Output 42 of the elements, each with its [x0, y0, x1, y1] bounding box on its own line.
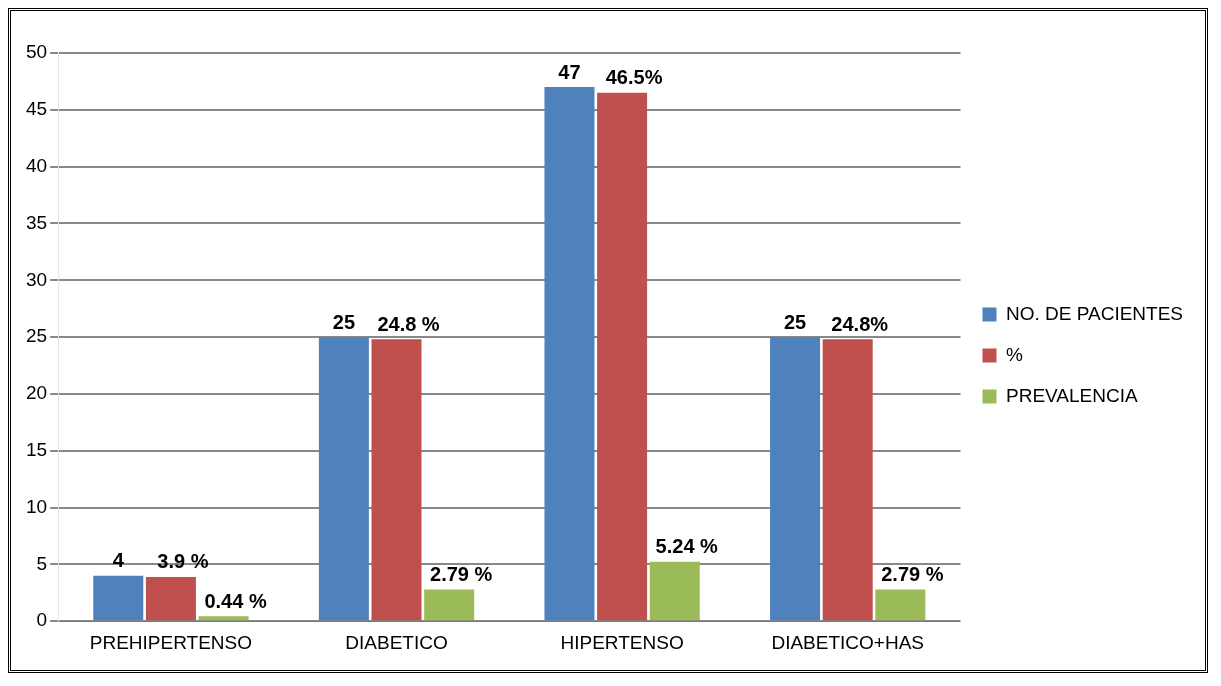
y-tick-label: 10	[25, 495, 48, 517]
bar	[875, 589, 926, 621]
y-tick-label: 25	[25, 325, 48, 347]
legend-label: %	[1005, 343, 1023, 365]
data-label: 4	[112, 549, 125, 572]
data-label: 46.5%	[605, 66, 663, 89]
legend-label: PREVALENCIA	[1005, 384, 1138, 406]
y-tick-label: 50	[25, 41, 48, 63]
y-tick-label: 40	[25, 154, 48, 176]
x-tick-label: PREHIPERTENSO	[89, 631, 253, 653]
x-tick-label: DIABETICO	[345, 631, 448, 653]
y-tick-label: 15	[25, 438, 48, 460]
legend-label: NO. DE PACIENTES	[1005, 302, 1183, 324]
data-label: 24.8%	[831, 312, 889, 335]
data-label: 25	[783, 310, 807, 333]
x-tick-label: HIPERTENSO	[560, 631, 684, 653]
bar	[822, 339, 873, 621]
y-tick-label: 30	[25, 268, 48, 290]
data-label: 47	[558, 60, 581, 83]
bar	[198, 616, 249, 621]
y-tick-label: 0	[36, 609, 48, 631]
bar	[93, 575, 144, 621]
bar	[371, 339, 422, 621]
bar	[318, 337, 369, 621]
y-tick-label: 20	[25, 382, 48, 404]
bar	[424, 589, 475, 621]
bar	[649, 561, 700, 621]
bar	[597, 92, 648, 621]
data-label: 5.24 %	[655, 535, 719, 558]
data-label: 2.79 %	[430, 563, 493, 586]
bar	[544, 87, 595, 621]
y-tick-label: 5	[36, 552, 48, 574]
data-label: 0.44 %	[204, 589, 267, 612]
bar	[770, 337, 821, 621]
bar	[145, 576, 196, 621]
data-label: 2.79 %	[881, 563, 944, 586]
y-tick-label: 45	[25, 98, 48, 120]
data-label: 24.8 %	[377, 312, 440, 335]
data-label: 25	[332, 310, 355, 333]
x-tick-label: DIABETICO+HAS	[771, 631, 924, 653]
data-label: 3.9 %	[157, 550, 209, 573]
y-tick-label: 35	[25, 211, 48, 233]
